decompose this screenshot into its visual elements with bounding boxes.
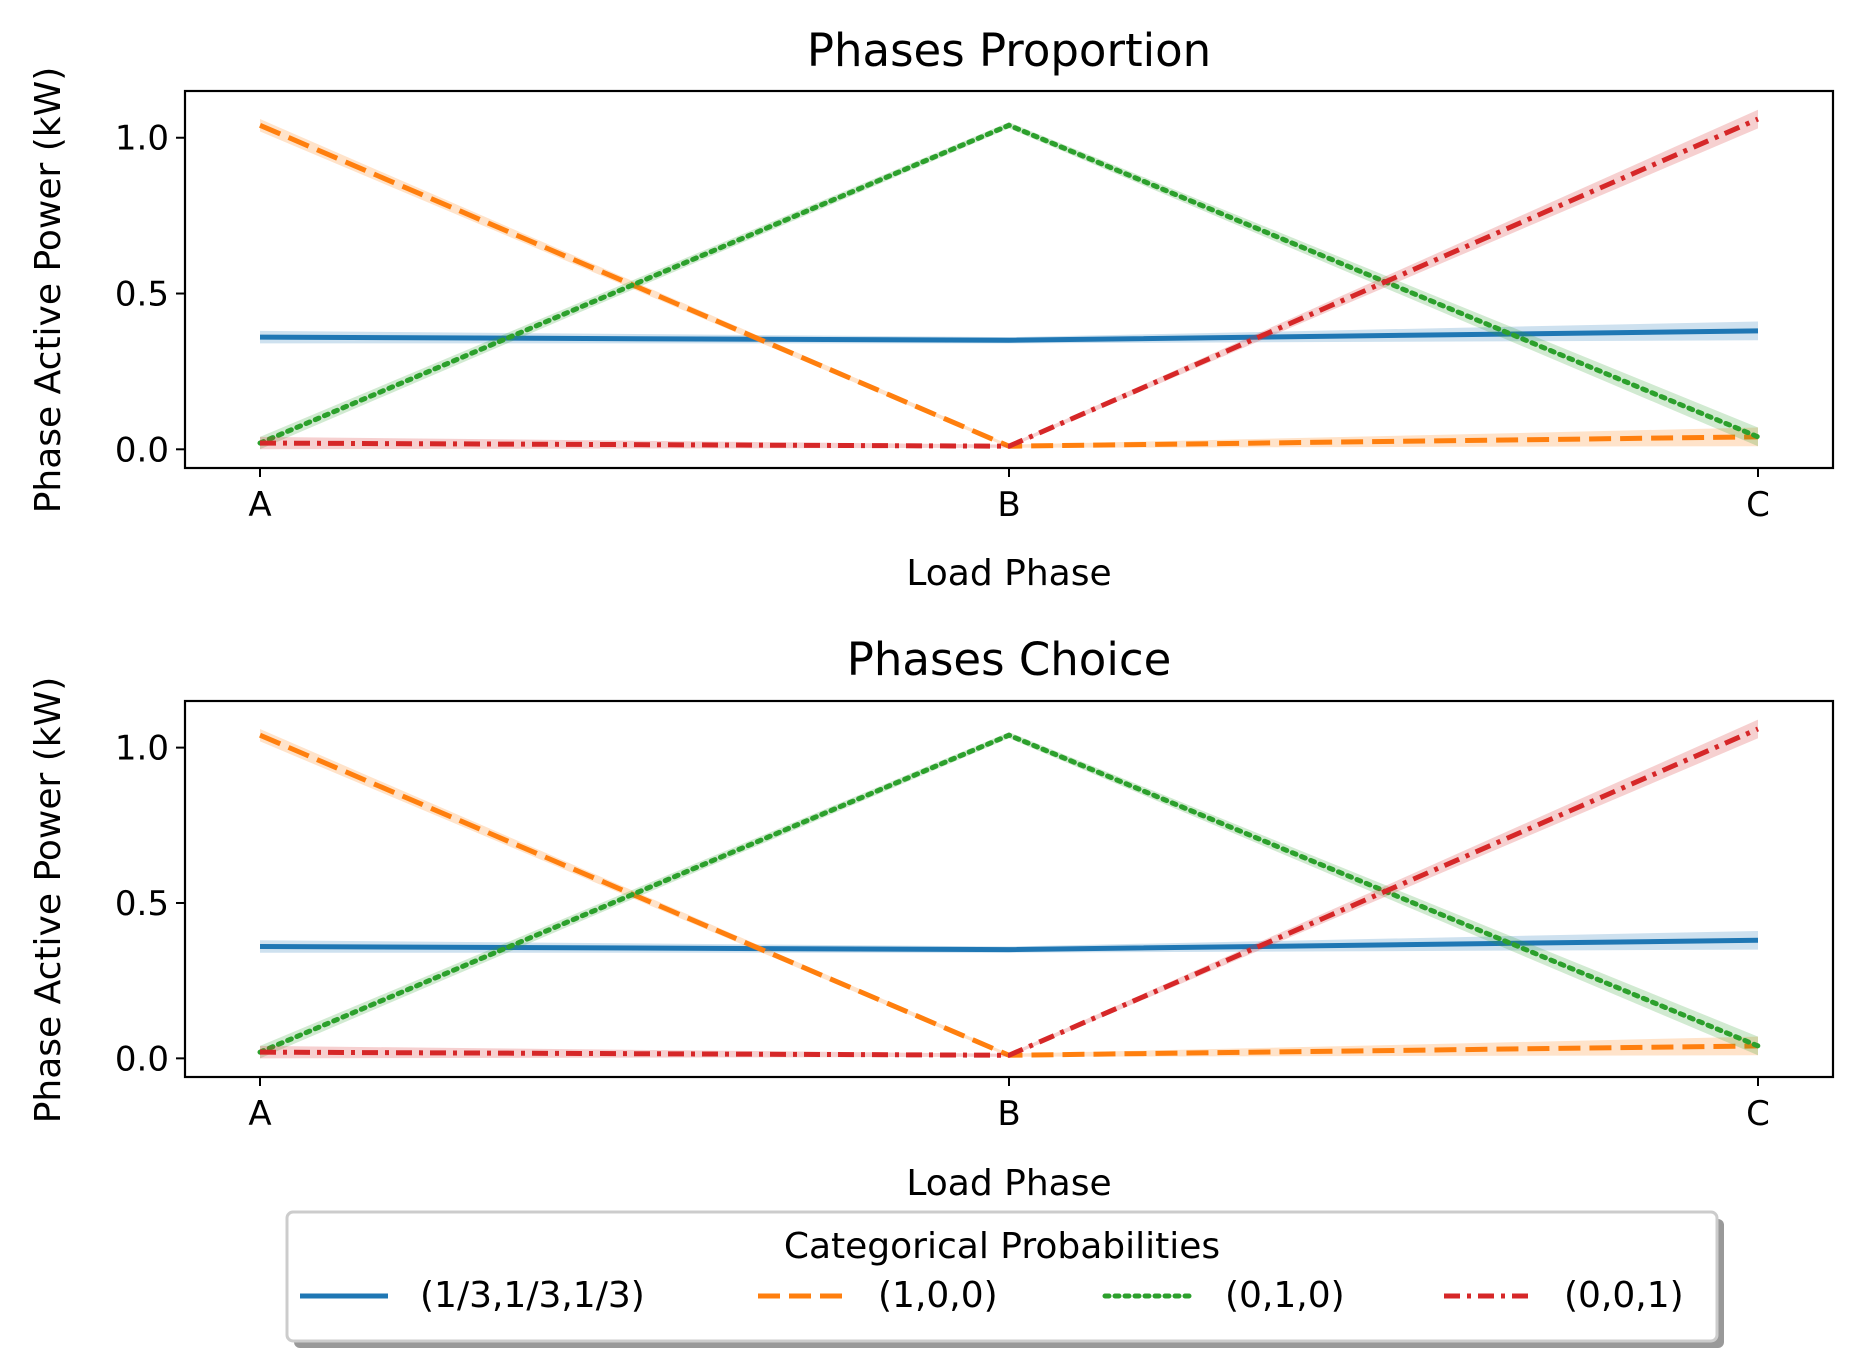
series-line [259,732,1759,1058]
confidence-band [260,728,1758,1057]
chart-phases-choice: Phases Choice Load Phase Phase Active Po… [28,633,1835,1204]
series-group [257,719,1761,1059]
x-axis-label: Load Phase [906,553,1111,594]
legend-title: Categorical Probabilities [784,1226,1220,1267]
chart-title: Phases Choice [847,633,1172,686]
y-tick-label: 0.5 [115,275,169,315]
chart-phases-proportion: Phases Proportion Load Phase Phase Activ… [28,24,1835,594]
y-tick-label: 0.5 [115,884,169,924]
x-axis-label: Load Phase [906,1163,1111,1204]
y-tick-label: 0.0 [115,430,169,470]
plot-area: 0.0 0.5 1.0 A B C [115,89,1835,525]
confidence-band [260,719,1758,1059]
confidence-band [260,109,1758,450]
x-tick-label: A [248,1094,271,1134]
series-line [259,116,1760,449]
x-tick-label: A [248,485,271,525]
legend-label: (1/3,1/3,1/3) [420,1275,645,1316]
x-tick-label: B [997,1094,1020,1134]
y-tick-label: 1.0 [115,729,169,769]
series-line [257,732,1761,1055]
chart-title: Phases Proportion [807,24,1211,77]
x-tick-label: C [1746,1094,1770,1134]
y-tick-label: 1.0 [115,119,169,159]
y-tick-label: 0.0 [115,1039,169,1079]
legend-label: (0,1,0) [1225,1275,1345,1316]
y-axis-label: Phase Active Power (kW) [28,67,69,514]
legend-entries: (1/3,1/3,1/3) (1,0,0) (0,1,0) (0,0,1) [300,1275,1684,1316]
legend-label: (0,0,1) [1564,1275,1684,1316]
y-axis-label: Phase Active Power (kW) [28,677,69,1124]
legend: Categorical Probabilities (1/3,1/3,1/3)(… [285,1210,1724,1348]
series-line [257,122,1761,446]
series-line [259,122,1759,449]
axes-frame [183,89,1835,470]
confidence-band [260,122,1758,450]
legend-box [285,1210,1719,1343]
x-tick-label: B [997,485,1020,525]
confidence-band [260,119,1758,448]
legend-label: (1,0,0) [878,1275,998,1316]
x-tick-label: C [1746,485,1770,525]
plot-area: 0.0 0.5 1.0 A B C [115,699,1835,1134]
series-line [259,726,1759,1058]
axes-frame [183,699,1835,1079]
series-group [257,109,1761,450]
confidence-band [260,732,1758,1059]
